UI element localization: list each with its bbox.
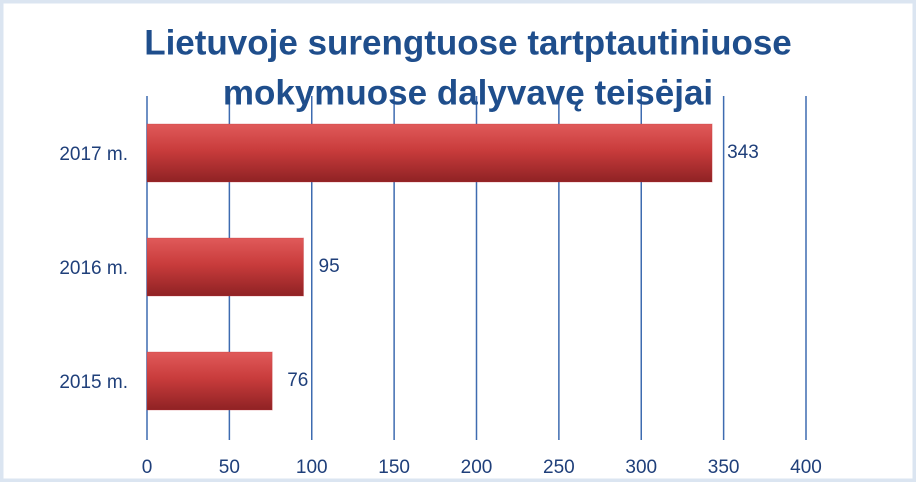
x-tick-label: 200: [461, 457, 493, 478]
bars: [146, 123, 713, 411]
y-tick-label: 2017 m.: [59, 144, 128, 165]
x-tick-label: 300: [625, 457, 657, 478]
x-tick-label: 250: [543, 457, 575, 478]
value-label: 343: [727, 142, 759, 163]
y-tick-label: 2016 m.: [59, 258, 128, 279]
x-tick-label: 100: [296, 457, 328, 478]
value-label: 95: [319, 256, 340, 277]
bar: [146, 123, 713, 183]
x-tick-label: 150: [378, 457, 410, 478]
chart-title: mokymuose dalyvavę teisėjai: [223, 73, 713, 112]
bar: [146, 351, 273, 411]
chart-title: Lietuvoje surengtuose tartptautiniuose: [144, 23, 792, 62]
y-tick-label: 2015 m.: [59, 372, 128, 393]
bar: [146, 237, 305, 297]
x-tick-label: 50: [219, 457, 240, 478]
x-tick-label: 350: [708, 457, 740, 478]
value-label: 76: [287, 370, 308, 391]
x-tick-label: 0: [142, 457, 153, 478]
x-tick-label: 400: [790, 457, 822, 478]
